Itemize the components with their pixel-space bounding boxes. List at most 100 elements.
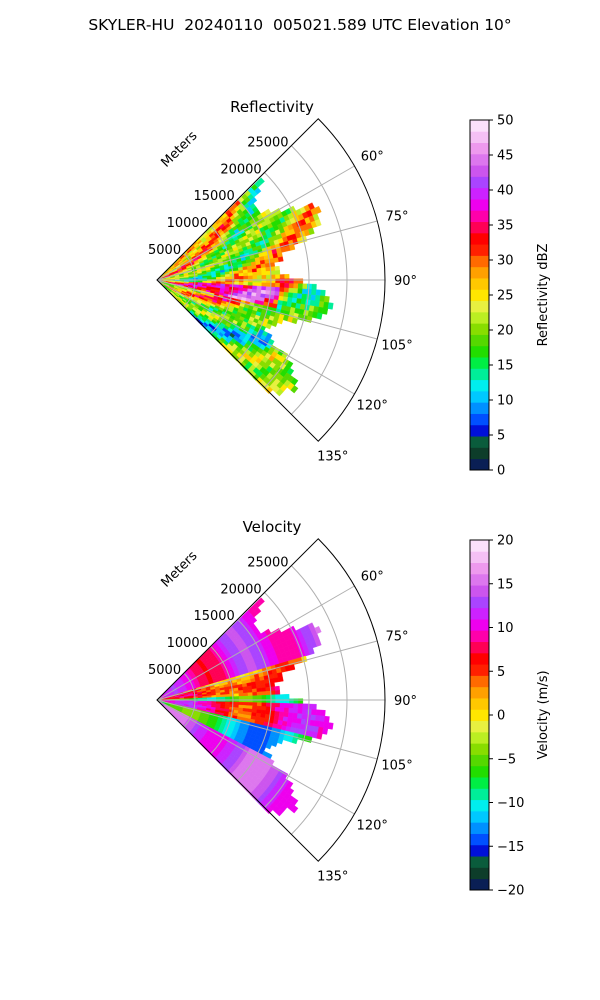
reflectivity-colorbar-swatch bbox=[470, 278, 489, 290]
velocity-colorbar-swatch bbox=[470, 777, 489, 789]
reflectivity-gate bbox=[274, 270, 281, 276]
velocity-gate bbox=[252, 691, 258, 697]
reflectivity-colorbar-label: Reflectivity dBZ bbox=[536, 244, 551, 347]
reflectivity-colorbar-tick-label: 25 bbox=[497, 289, 514, 304]
velocity-colorbar-swatch bbox=[470, 799, 489, 812]
velocity-gate bbox=[261, 691, 267, 696]
velocity-colorbar-swatch bbox=[470, 878, 489, 891]
velocity-gate bbox=[288, 707, 294, 714]
velocity-gate bbox=[251, 688, 258, 693]
reflectivity-gate bbox=[261, 286, 267, 291]
reflectivity-radial-axis-label: Meters bbox=[159, 128, 201, 170]
velocity-gate bbox=[260, 683, 266, 689]
velocity-panel: Velocity 5000 10000 15000 20000 25000 60° 75° 90… bbox=[148, 518, 551, 899]
velocity-gate bbox=[202, 697, 208, 700]
reflectivity-gate bbox=[279, 282, 285, 289]
velocity-gate bbox=[252, 705, 258, 710]
reflectivity-gate bbox=[275, 388, 284, 397]
velocity-gate bbox=[256, 687, 262, 693]
velocity-gate bbox=[233, 690, 240, 695]
reflectivity-colorbar-tick-label: 50 bbox=[497, 114, 514, 129]
reflectivity-colorbar-swatch bbox=[470, 131, 489, 143]
reflectivity-range-tick-label: 10000 bbox=[167, 216, 208, 231]
reflectivity-gate bbox=[301, 288, 308, 295]
velocity-gate bbox=[289, 664, 296, 671]
reflectivity-gate bbox=[238, 272, 244, 277]
velocity-range-tick-label: 25000 bbox=[247, 555, 288, 570]
reflectivity-gate bbox=[274, 265, 280, 271]
velocity-gate bbox=[229, 696, 235, 700]
velocity-gate bbox=[274, 711, 280, 717]
reflectivity-gate bbox=[206, 277, 212, 280]
velocity-gate bbox=[256, 691, 263, 696]
reflectivity-colorbar-tick-label: 20 bbox=[497, 324, 514, 339]
velocity-gate bbox=[265, 702, 272, 708]
velocity-colorbar-swatch bbox=[470, 754, 489, 767]
reflectivity-gate bbox=[322, 307, 329, 315]
reflectivity-colorbar-swatch bbox=[470, 447, 489, 460]
reflectivity-gate bbox=[266, 274, 272, 280]
velocity-colorbar-swatch bbox=[470, 596, 489, 609]
reflectivity-gate bbox=[270, 282, 276, 288]
reflectivity-title: Reflectivity bbox=[230, 98, 314, 116]
velocity-gate bbox=[238, 695, 244, 700]
velocity-colorbar-swatch bbox=[470, 686, 489, 699]
reflectivity-gate bbox=[260, 267, 267, 273]
reflectivity-gate bbox=[279, 287, 285, 293]
reflectivity-gate bbox=[252, 275, 258, 280]
velocity-gate bbox=[278, 711, 285, 717]
reflectivity-gate bbox=[324, 295, 330, 303]
reflectivity-gate bbox=[314, 219, 322, 227]
reflectivity-gate bbox=[243, 282, 249, 286]
reflectivity-gate bbox=[327, 302, 334, 310]
velocity-colorbar-tick-label: 15 bbox=[497, 577, 514, 592]
velocity-gate bbox=[283, 707, 290, 713]
velocity-azimuth-gridline bbox=[156, 699, 355, 815]
reflectivity-colorbar-tick-label: 0 bbox=[497, 464, 505, 479]
reflectivity-colorbar-swatch bbox=[470, 142, 489, 155]
velocity-radial-axis-label: Meters bbox=[159, 548, 201, 590]
reflectivity-gate bbox=[277, 256, 284, 263]
velocity-colorbar-swatch bbox=[470, 822, 489, 834]
reflectivity-azimuth-tick-label: 90° bbox=[394, 274, 417, 289]
velocity-gate bbox=[298, 698, 304, 705]
velocity-gate bbox=[302, 703, 308, 710]
reflectivity-gate bbox=[283, 287, 290, 293]
reflectivity-gate bbox=[306, 288, 313, 296]
velocity-gate bbox=[206, 697, 212, 700]
velocity-gate bbox=[250, 616, 258, 624]
velocity-colorbar-swatch bbox=[470, 675, 489, 688]
reflectivity-gate bbox=[234, 273, 240, 277]
velocity-gate bbox=[274, 690, 281, 696]
velocity-gate bbox=[322, 727, 329, 735]
velocity-gate bbox=[270, 702, 276, 708]
reflectivity-colorbar-tick-label: 30 bbox=[497, 254, 514, 269]
reflectivity-gate bbox=[256, 267, 262, 273]
reflectivity-azimuth-tick-label: 60° bbox=[361, 150, 384, 165]
reflectivity-gate bbox=[215, 276, 222, 280]
reflectivity-colorbar-tick-label: 5 bbox=[497, 429, 505, 444]
velocity-colorbar-swatch bbox=[470, 562, 489, 575]
velocity-gate bbox=[306, 703, 313, 710]
reflectivity-gate bbox=[290, 385, 299, 394]
velocity-colorbar-tick-label: 0 bbox=[497, 709, 505, 724]
reflectivity-gate bbox=[211, 277, 217, 280]
velocity-azimuth-tick-label: 75° bbox=[386, 630, 409, 645]
reflectivity-colorbar bbox=[470, 120, 489, 471]
velocity-gate bbox=[261, 706, 267, 711]
reflectivity-gate bbox=[278, 291, 285, 297]
velocity-gate bbox=[271, 740, 278, 748]
velocity-gate bbox=[288, 703, 295, 709]
velocity-colorbar-tick-label: 10 bbox=[497, 621, 514, 636]
velocity-data-field bbox=[156, 597, 334, 817]
velocity-colorbar bbox=[470, 540, 489, 891]
reflectivity-gate bbox=[256, 271, 263, 276]
velocity-gate bbox=[320, 709, 326, 717]
velocity-gate bbox=[291, 737, 298, 745]
reflectivity-gate bbox=[229, 281, 235, 285]
velocity-gate bbox=[315, 709, 322, 716]
velocity-gate bbox=[290, 805, 299, 814]
reflectivity-gate bbox=[287, 292, 294, 299]
reflectivity-gate bbox=[275, 274, 281, 280]
reflectivity-colorbar-swatch bbox=[470, 402, 489, 414]
